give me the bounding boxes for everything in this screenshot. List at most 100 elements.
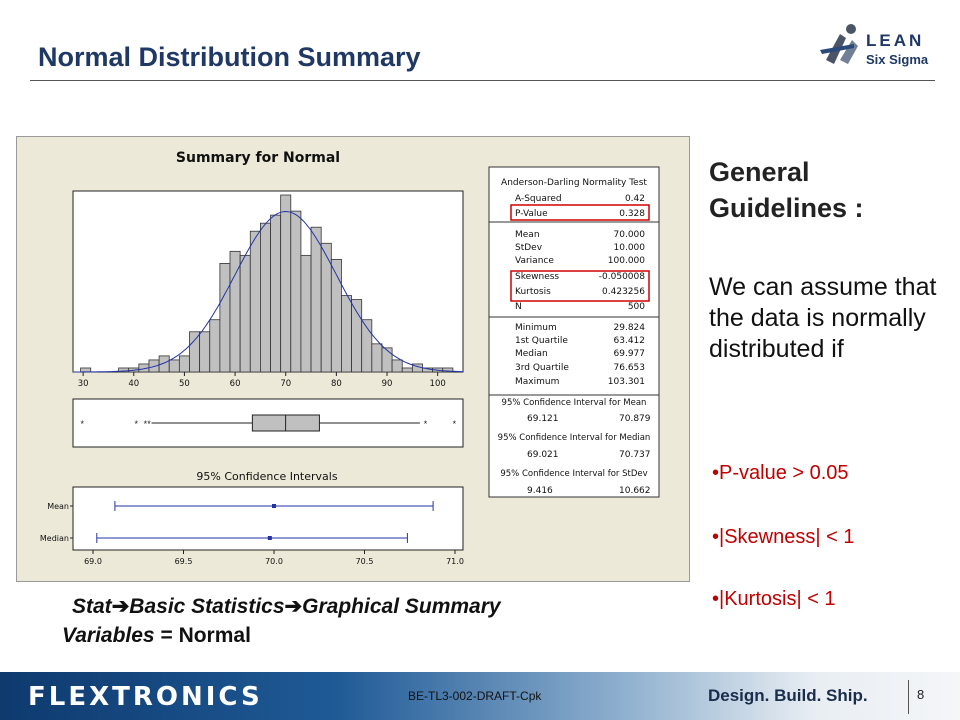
boxplot-outlier: * [80,419,84,429]
histogram-bar [300,254,312,373]
x-tick-label: 30 [78,379,89,389]
footer-separator [908,680,909,714]
variables-equals: = [154,624,179,647]
menu-path-caption: Stat➔Basic Statistics➔Graphical Summary [72,594,501,619]
menu-graphical-summary: Graphical Summary [302,595,501,618]
histogram-bar [249,230,261,373]
boxplot-outlier: * [144,419,148,429]
stat-label: Kurtosis [515,287,551,297]
ci-plot-frame [72,486,464,551]
x-tick-label: 80 [331,379,342,389]
stat-label: Skewness [515,272,559,282]
lean-six-sigma-logo: LEAN Six Sigma [820,24,929,67]
x-tick-label: 50 [179,379,190,389]
stat-value: 100.000 [608,256,645,266]
variables-value: Normal [178,624,251,647]
stat-label: P-Value [515,209,548,219]
stat-value: 0.42 [625,194,645,204]
histogram-bar [330,258,342,373]
histogram-bar [189,331,201,373]
document-id: BE-TL3-002-DRAFT-Cpk [408,689,542,703]
histogram-bar [351,299,363,373]
histogram-bar [371,343,383,373]
ci-mean-low: 69.121 [527,414,559,424]
ci-category-label: Mean [47,502,69,511]
stat-label: Variance [515,256,554,266]
stat-label: Maximum [515,377,559,387]
x-tick-label: 60 [230,379,241,389]
stat-label: Mean [515,230,540,240]
ci-stdev-title: 95% Confidence Interval for StDev [500,469,647,479]
stat-label: 3rd Quartile [515,363,569,373]
stat-value: 76.653 [614,363,646,373]
histogram-bar [239,254,251,373]
histogram-bar [341,295,352,373]
histogram-bar [280,194,292,373]
minitab-summary-panel: Summary for Normal 30 40 50 60 70 80 90 100 * * *… [16,136,690,582]
ci-x-tick-label: 71.0 [446,557,464,566]
stat-label: 1st Quartile [515,336,568,346]
stat-label: A-Squared [515,194,562,204]
histogram-bar [290,210,302,373]
ci-mean-title: 95% Confidence Interval for Mean [502,398,647,408]
histogram-bars [80,194,454,373]
stats-rows: A-Squared 0.42 P-Value 0.328 Mean 70.000 StDev… [515,194,645,387]
boxplot-outlier: * [135,419,139,429]
histogram-bar [80,367,92,373]
variables-caption: Variables = Normal [62,624,251,648]
guidelines-intro: We can assume that the data is normally … [709,273,937,363]
ci-plot-title: 95% Confidence Intervals [196,470,337,483]
x-tick-label: 40 [128,379,139,389]
histogram-bar [391,359,403,373]
slide-title: Normal Distribution Summary [38,42,421,72]
stat-value: 500 [628,302,645,312]
x-tick-label: 100 [430,379,446,389]
arrow-right-icon: ➔ [284,595,303,618]
histogram-bar [381,347,393,373]
menu-stat: Stat [72,595,112,618]
histogram-bar [401,367,413,373]
normality-test-title: Anderson-Darling Normality Test [501,178,647,188]
footer-bar: FLEXTRONICS BE-TL3-002-DRAFT-Cpk Design.… [0,672,960,720]
variables-label: Variables [62,624,155,647]
ci-stdev-high: 10.662 [619,486,651,496]
normal-fit-curve [73,210,463,373]
skew-kurt-highlight [510,270,650,302]
stat-label: Minimum [515,323,557,333]
histogram-bar [209,319,221,373]
ci-x-tick-label: 69.0 [84,557,102,566]
criterion-pvalue: •P-value > 0.05 [712,462,849,484]
stat-value: 70.000 [614,230,646,240]
stat-value: 0.328 [619,209,645,219]
histogram-bar [178,355,190,373]
stat-value: 29.824 [614,323,646,333]
flextronics-logo: FLEXTRONICS [28,682,263,712]
histogram-bar [310,226,322,373]
stat-value: 0.423256 [602,287,645,297]
boxplot-outlier: * [147,419,151,429]
ci-mean-high: 70.879 [619,414,651,424]
logo-lean-text: LEAN [866,31,924,50]
tagline: Design. Build. Ship. [708,686,868,705]
ci-x-tick-label: 70.5 [356,557,374,566]
ci-category-label: Median [40,534,69,543]
ci-center-point [272,504,276,508]
logo-sigma-text: Six Sigma [866,52,929,67]
ci-median-high: 70.737 [619,450,651,460]
x-tick-label: 70 [280,379,291,389]
histogram-bar [199,331,211,373]
stat-value: 63.412 [614,336,646,346]
logo-figure-icon [820,24,858,64]
histogram-bar [260,222,271,373]
histogram-bar [229,250,241,373]
pvalue-highlight [510,204,650,221]
ci-stdev-low: 9.416 [527,486,553,496]
stat-label: Median [515,349,548,359]
stat-label: N [515,302,522,312]
ci-x-tick-label: 70.0 [265,557,283,566]
histogram-bar [270,214,282,373]
histogram-bar [168,359,180,373]
ci-center-point [267,536,272,540]
stat-value: 103.301 [608,377,645,387]
criterion-skewness: •|Skewness| < 1 [712,526,855,548]
